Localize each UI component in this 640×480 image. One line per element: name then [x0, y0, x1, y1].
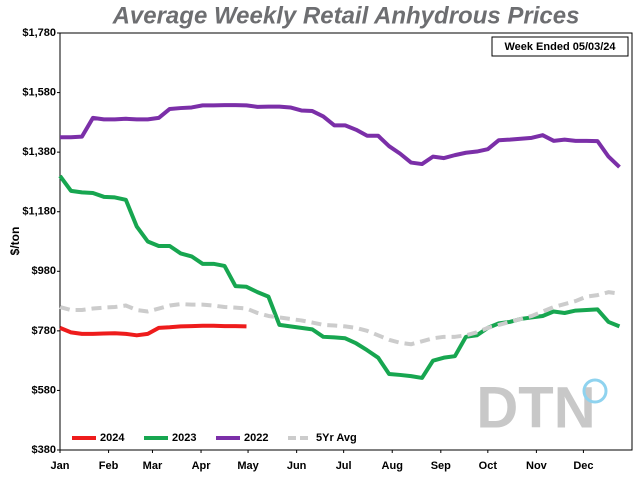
x-tick-label: Mar [143, 460, 163, 472]
x-tick-label: Apr [192, 460, 212, 472]
y-axis-label: $/ton [8, 227, 22, 256]
x-tick-label: Feb [99, 460, 119, 472]
legend-label: 2022 [244, 432, 268, 444]
y-tick-label: $380 [32, 444, 56, 456]
y-tick-label: $780 [32, 325, 56, 337]
plot-frame [59, 32, 633, 451]
x-tick-label: Sep [431, 460, 451, 472]
logo-dot [582, 378, 608, 404]
x-tick-label: Nov [526, 460, 548, 472]
chart-title: Average Weekly Retail Anhydrous Prices [112, 2, 580, 29]
series-line [60, 103, 621, 169]
x-tick-label: Jun [287, 460, 307, 472]
x-tick-label: Dec [573, 460, 593, 472]
x-tick-label: Jul [336, 460, 352, 472]
y-tick-label: $580 [32, 384, 56, 396]
legend-label: 5Yr Avg [316, 432, 357, 444]
y-tick-label: $1,380 [22, 146, 56, 158]
y-tick-label: $980 [32, 265, 56, 277]
legend-label: 2024 [100, 432, 125, 444]
x-tick-label: Oct [479, 460, 498, 472]
series-line [59, 323, 247, 338]
y-tick-label: $1,580 [22, 86, 56, 98]
watermark: DTN [476, 375, 595, 440]
x-tick-label: Aug [382, 460, 403, 472]
annotation-box [491, 36, 629, 57]
annotation: Week Ended 05/03/24 [504, 41, 616, 53]
x-tick-label: Jan [51, 460, 70, 472]
y-tick-label: $1,780 [22, 27, 56, 39]
series-line [58, 174, 621, 380]
legend-label: 2023 [172, 432, 196, 444]
y-tick-label: $1,180 [22, 206, 56, 218]
x-tick-label: May [237, 460, 259, 472]
